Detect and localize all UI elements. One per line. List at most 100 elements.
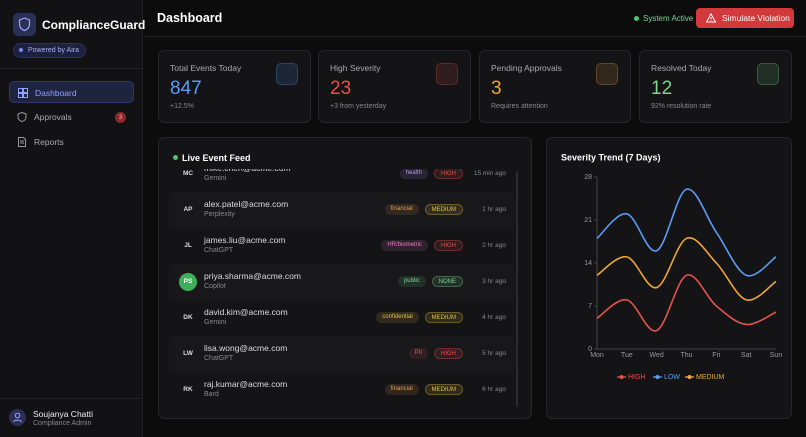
user-avatar — [9, 409, 26, 426]
event-time: 2 hr ago — [482, 242, 506, 249]
series-line — [596, 237, 777, 301]
user-email: alex.patel@acme.com — [204, 199, 289, 209]
nav-dashboard[interactable]: Dashboard — [9, 81, 134, 103]
feed-row: DK david.kim@acme.com Gemini confidential ME… — [169, 300, 515, 336]
nav-reports[interactable]: Reports — [9, 131, 134, 153]
header: Dashboard System Active Simulate Violati… — [144, 0, 806, 37]
category-tag: public — [397, 276, 426, 287]
stat-card: Resolved Today 12 92% resolution rate — [639, 50, 792, 123]
event-time: 4 hr ago — [482, 314, 506, 321]
ai-tool: Copilot — [204, 283, 226, 290]
simulate-button[interactable]: Simulate Violation — [696, 8, 794, 28]
ai-tool: ChatGPT — [204, 247, 234, 254]
avatar: LW — [183, 350, 193, 357]
stat-value: 847 — [170, 78, 202, 99]
tags: health HIGH — [399, 169, 463, 179]
nav-approvals[interactable]: Approvals 3 — [9, 106, 134, 128]
tags: financial MEDIUM — [384, 384, 463, 395]
event-time: 5 hr ago — [482, 350, 506, 357]
event-time: 6 hr ago — [482, 386, 506, 393]
stat-card: Total Events Today 847 +12.5% — [158, 50, 311, 123]
event-time: 1 hr ago — [482, 206, 506, 213]
divider — [0, 68, 143, 69]
series-line — [596, 188, 777, 277]
feed-panel: Live Event Feed MC mike.chen@acme.com Gemi… — [158, 137, 532, 419]
tags: HR/biometric HIGH — [381, 240, 463, 251]
nav-badge: 3 — [115, 112, 126, 123]
stat-icon — [757, 63, 779, 85]
icon — [18, 88, 28, 98]
stat-note: Requires attention — [491, 103, 548, 110]
feed-list: MC mike.chen@acme.com Gemini health HIGH 15 m… — [169, 169, 519, 409]
stat-card: High Severity 23 +3 from yesterday — [318, 50, 471, 123]
chart: Severity Trend (7 Days) 0 7 14 21 28 Mon Tue We… — [561, 152, 782, 381]
tags: confidential MEDIUM — [376, 312, 463, 323]
ai-tool: Bard — [204, 391, 219, 398]
y-tick-label: 14 — [584, 260, 592, 267]
y-tick-label: 28 — [584, 174, 592, 181]
x-tick-label: Fri — [712, 352, 721, 359]
system-status: System Active — [634, 14, 693, 23]
avatar: DK — [183, 314, 193, 321]
severity-tag: HIGH — [434, 169, 463, 179]
ai-tool: Perplexity — [204, 211, 235, 218]
feed-row: AP alex.patel@acme.com Perplexity financial… — [169, 192, 515, 228]
avatar: PS — [179, 273, 197, 291]
feed-title: Live Event Feed — [173, 153, 251, 163]
category-tag: health — [399, 169, 428, 179]
icon — [17, 112, 27, 122]
ai-tool: ChatGPT — [204, 355, 234, 362]
legend-dot — [655, 375, 660, 379]
user-email: mike.chen@acme.com — [204, 169, 291, 173]
avatar: MC — [182, 170, 194, 177]
stat-value: 23 — [330, 78, 352, 99]
severity-tag: MEDIUM — [424, 384, 463, 395]
page-title: Dashboard — [157, 11, 223, 25]
feed-row: LW lisa.wong@acme.com ChatGPT PII HIGH 5 hr a… — [169, 336, 515, 372]
feed-row: JL james.liu@acme.com ChatGPT HR/biometric H… — [169, 228, 515, 264]
category-tag: confidential — [376, 312, 419, 323]
category-tag: financial — [384, 204, 419, 215]
stat-note: +3 from yesterday — [330, 103, 387, 110]
brand: ComplianceGuard — [42, 18, 146, 32]
tags: PII HIGH — [408, 348, 463, 359]
legend-label: HIGH — [628, 374, 646, 381]
avatar: AP — [183, 206, 193, 213]
logo-icon — [18, 17, 31, 32]
legend-label: MEDIUM — [696, 374, 725, 381]
nav-label: Reports — [34, 137, 64, 147]
category-tag: PII — [408, 348, 428, 359]
y-tick-label: 0 — [588, 346, 592, 353]
avatar: RK — [183, 386, 193, 393]
category-tag: financial — [384, 384, 419, 395]
icon — [18, 137, 26, 147]
stat-value: 12 — [651, 78, 673, 99]
user-email: james.liu@acme.com — [204, 235, 286, 245]
stat-label: High Severity — [330, 63, 381, 73]
series-line — [596, 274, 777, 332]
x-tick-label: Thu — [680, 352, 692, 359]
legend-dot — [687, 375, 692, 379]
severity-tag: HIGH — [434, 240, 463, 251]
logo — [13, 13, 36, 36]
user-email: raj.kumar@acme.com — [204, 379, 288, 389]
severity-tag: MEDIUM — [424, 204, 463, 215]
stat-icon — [276, 63, 298, 85]
legend-label: LOW — [664, 374, 680, 381]
event-time: 3 hr ago — [482, 278, 506, 285]
sidebar: ComplianceGuard Powered by Aira Dashboar… — [0, 0, 146, 437]
divider — [0, 398, 143, 399]
user-icon — [13, 412, 22, 423]
scrollbar — [516, 171, 518, 407]
feed-row: RK raj.kumar@acme.com Bard financial MEDIUM 6… — [169, 372, 515, 408]
stat-note: +12.5% — [170, 103, 194, 110]
ai-tool: Gemini — [204, 319, 227, 326]
stat-icon — [596, 63, 618, 85]
ai-tool: Gemini — [204, 175, 227, 182]
x-tick-label: Sat — [741, 352, 752, 359]
feed-row: PS priya.sharma@acme.com Copilot public NONE… — [169, 264, 515, 300]
button-label: Simulate Violation — [722, 13, 790, 23]
category-tag: HR/biometric — [381, 240, 428, 251]
stat-label: Pending Approvals — [491, 63, 562, 73]
